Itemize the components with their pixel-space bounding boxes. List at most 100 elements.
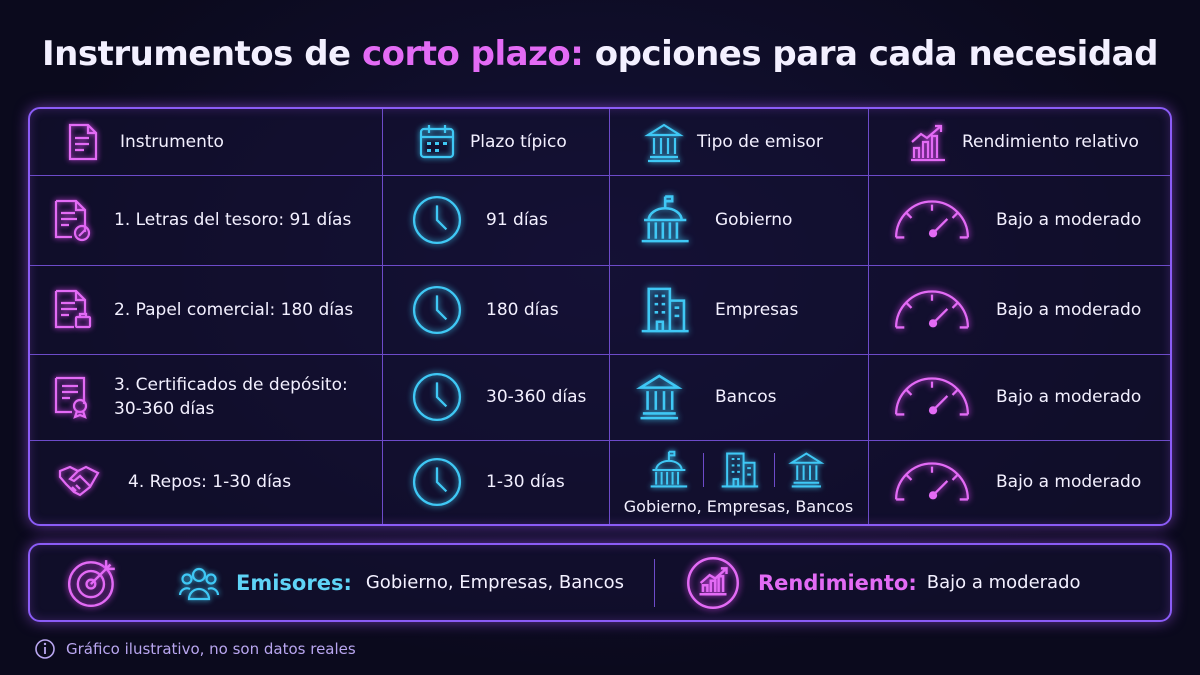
icon-divider (702, 452, 704, 487)
bank-icon (636, 374, 683, 420)
icon-part (181, 572, 193, 585)
icon-part (435, 294, 448, 320)
bank-icon (644, 123, 684, 163)
title: Instrumentos de corto plazo: opciones pa… (0, 34, 1200, 74)
term-text: 1-30 días (486, 472, 565, 492)
icon-part (435, 142, 439, 145)
summary: Emisores: Gobierno, Empresas, Bancos Rendi… (28, 543, 1172, 622)
instrument-text: 3. Certificados de depósito: 30-360 días (114, 375, 348, 419)
capitol-icon (641, 195, 689, 243)
icon-part (421, 125, 453, 139)
issuer-text: Empresas (715, 299, 799, 320)
table-cell: 1-30 días (382, 440, 609, 524)
note: Gráfico ilustrativo, no son datos reales (34, 638, 356, 660)
icon-part (443, 142, 447, 145)
icon-part (205, 572, 217, 585)
row-divider (30, 175, 1170, 176)
icon-part (67, 560, 114, 607)
column-divider (609, 109, 610, 524)
header-cell: Rendimiento relativo (868, 109, 1170, 175)
icon-part (928, 229, 938, 238)
header-text: Rendimiento relativo (962, 132, 1139, 152)
gauge-icon (894, 462, 970, 501)
table-cell: Bajo a moderado (868, 354, 1170, 440)
icon-part (68, 123, 98, 161)
table-cell: 180 días (382, 265, 609, 354)
column-divider (868, 109, 869, 524)
table-cell: 4. Repos: 1-30 días (30, 440, 382, 524)
term-text: 180 días (486, 299, 559, 320)
icon-part (191, 567, 207, 582)
icon-part (787, 451, 824, 487)
row-divider (30, 440, 1170, 441)
icon-part (78, 229, 86, 237)
cal-icon (419, 125, 455, 159)
yield-text: Bajo a moderado (996, 210, 1142, 230)
chart-icon (911, 124, 945, 162)
table-cell: 1. Letras del tesoro: 91 días (30, 175, 382, 265)
icon-part (74, 315, 92, 328)
icon-part (54, 289, 87, 328)
icon-part (687, 556, 739, 609)
summary-value: Gobierno, Empresas, Bancos (365, 572, 624, 593)
icon-part (894, 462, 970, 501)
bldg-icon (721, 452, 758, 487)
term-text: 91 días (486, 210, 548, 230)
yield-text: Bajo a moderado (996, 472, 1142, 492)
icon-part (427, 142, 431, 145)
icon-part (928, 406, 938, 415)
icon-part (644, 123, 684, 163)
summary-yield: Rendimiento: Bajo a moderado (686, 545, 1081, 620)
summary-label: Emisores: (236, 570, 352, 595)
row-divider (30, 354, 1170, 355)
issuer-icons (647, 449, 831, 491)
clock-icon (412, 372, 462, 422)
bldg-icon (641, 287, 689, 332)
icon-part (72, 398, 88, 414)
summary-label: Rendimiento: (758, 570, 917, 595)
icon-part (928, 318, 938, 327)
summary-divider (654, 559, 655, 607)
icon-part (650, 450, 687, 487)
icon-part (412, 457, 462, 507)
term-text: 30-360 días (486, 387, 587, 407)
header-text: Tipo de emisor (697, 132, 823, 152)
icon-part (35, 639, 55, 659)
icon-part (911, 124, 945, 162)
issuer-text: Gobierno, Empresas, Bancos (623, 496, 854, 516)
gauge-icon (894, 289, 970, 329)
title-part: opciones para cada necesidad (594, 34, 1159, 74)
chartc-icon (687, 556, 739, 609)
icon-part (43, 642, 47, 646)
icon-part (412, 195, 462, 245)
icon-part (90, 559, 115, 585)
icon-part (178, 586, 220, 600)
header-cell: Instrumento (30, 109, 382, 175)
clock-icon (412, 195, 462, 245)
icon-part (435, 149, 439, 152)
icon-part (636, 374, 683, 420)
icon-part (54, 199, 87, 239)
icon-part (85, 578, 97, 590)
table-cell: Empresas (609, 265, 868, 354)
table-cell: Gobierno (609, 175, 868, 265)
icon-part (412, 372, 462, 422)
icon-part (721, 452, 758, 487)
docb-icon (54, 289, 92, 328)
gauge-icon (894, 377, 970, 416)
table-cell: Bajo a moderado (868, 265, 1170, 354)
title-highlight: corto plazo: (361, 34, 584, 74)
table-cell: 91 días (382, 175, 609, 265)
doc-icon (68, 123, 98, 161)
table-cell: Gobierno, Empresas, Bancos (609, 440, 868, 524)
header-cell: Tipo de emisor (609, 109, 868, 175)
table-cell: Bajo a moderado (868, 440, 1170, 524)
column-divider (382, 109, 383, 524)
header-cell: Plazo típico (382, 109, 609, 175)
issuer-text: Bancos (715, 387, 777, 407)
icon-part (427, 149, 431, 152)
icon-part (894, 200, 970, 239)
capitol-icon (650, 450, 687, 487)
table-cell: Bancos (609, 354, 868, 440)
